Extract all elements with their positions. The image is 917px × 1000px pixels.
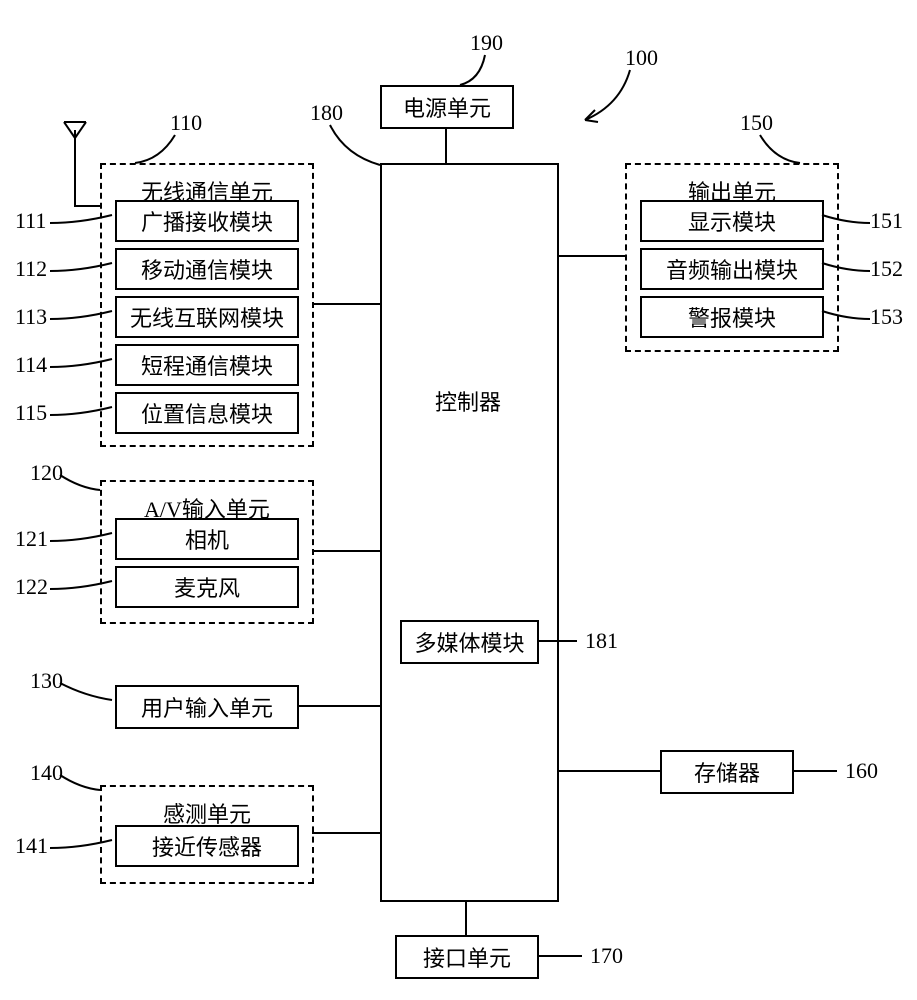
ref-151: 151: [870, 208, 903, 234]
line-wireless-controller: [312, 303, 380, 305]
leader-122: [50, 576, 115, 594]
alarm-module-label: 警报模块: [688, 301, 776, 333]
ref-170: 170: [590, 943, 623, 969]
leader-120: [60, 470, 105, 495]
line-controller-interface: [465, 900, 467, 935]
ref-100: 100: [625, 45, 658, 71]
ref-141: 141: [15, 833, 48, 859]
ref-160: 160: [845, 758, 878, 784]
line-userinput-controller: [297, 705, 380, 707]
antenna-line-h: [74, 205, 100, 207]
power-unit-box: 电源单元: [380, 85, 514, 129]
ref-115: 115: [15, 400, 47, 426]
leader-114: [50, 354, 115, 372]
user-input-label: 用户输入单元: [141, 691, 273, 723]
ref-152: 152: [870, 256, 903, 282]
line-controller-output: [557, 255, 625, 257]
ref-130: 130: [30, 668, 63, 694]
ref-140: 140: [30, 760, 63, 786]
leader-152: [822, 258, 872, 276]
audio-module-box: 音频输出模块: [640, 248, 824, 290]
interface-label: 接口单元: [423, 941, 511, 973]
multimedia-label: 多媒体模块: [414, 626, 524, 658]
leader-180: [330, 125, 385, 170]
ref-153: 153: [870, 304, 903, 330]
leader-111: [50, 210, 115, 228]
leader-150: [760, 135, 805, 170]
proximity-label: 接近传感器: [152, 830, 262, 862]
location-module-label: 位置信息模块: [141, 397, 273, 429]
leader-141: [50, 835, 115, 853]
display-module-box: 显示模块: [640, 200, 824, 242]
broadcast-module-label: 广播接收模块: [141, 205, 273, 237]
camera-box: 相机: [115, 518, 299, 560]
leader-113: [50, 306, 115, 324]
leader-115: [50, 402, 115, 420]
leader-160: [792, 770, 837, 772]
display-module-label: 显示模块: [688, 205, 776, 237]
location-module-box: 位置信息模块: [115, 392, 299, 434]
mobile-module-box: 移动通信模块: [115, 248, 299, 290]
leader-140: [60, 770, 105, 795]
camera-label: 相机: [185, 523, 229, 555]
leader-170: [537, 955, 582, 957]
ref-113: 113: [15, 304, 47, 330]
line-sensing-controller: [312, 832, 380, 834]
user-input-box: 用户输入单元: [115, 685, 299, 729]
ref-180: 180: [310, 100, 343, 126]
ref-110: 110: [170, 110, 202, 136]
ref-190: 190: [470, 30, 503, 56]
line-power-controller: [445, 127, 447, 163]
interface-box: 接口单元: [395, 935, 539, 979]
antenna-icon: [60, 120, 90, 165]
mobile-module-label: 移动通信模块: [141, 253, 273, 285]
audio-module-label: 音频输出模块: [666, 253, 798, 285]
memory-label: 存储器: [694, 756, 760, 788]
leader-110: [135, 135, 180, 170]
ref-114: 114: [15, 352, 47, 378]
ref-150: 150: [740, 110, 773, 136]
ref-181: 181: [585, 628, 618, 654]
leader-190: [460, 55, 495, 90]
leader-112: [50, 258, 115, 276]
ref-111: 111: [15, 208, 46, 234]
leader-130: [60, 678, 115, 703]
broadcast-module-box: 广播接收模块: [115, 200, 299, 242]
mic-label: 麦克风: [174, 571, 240, 603]
controller-box: [380, 163, 559, 902]
antenna-line: [74, 163, 76, 205]
ref-121: 121: [15, 526, 48, 552]
shortrange-module-box: 短程通信模块: [115, 344, 299, 386]
ref-112: 112: [15, 256, 47, 282]
shortrange-module-label: 短程通信模块: [141, 349, 273, 381]
line-controller-memory: [557, 770, 660, 772]
diagram-stage: 电源单元 190 100 控制器 180 多媒体模块 181 无线通信单元 11…: [0, 0, 917, 1000]
wifi-module-box: 无线互联网模块: [115, 296, 299, 338]
leader-153: [822, 306, 872, 324]
controller-label: 控制器: [435, 385, 501, 417]
memory-box: 存储器: [660, 750, 794, 794]
proximity-box: 接近传感器: [115, 825, 299, 867]
ref-120: 120: [30, 460, 63, 486]
power-unit-label: 电源单元: [403, 91, 491, 123]
leader-121: [50, 528, 115, 546]
leader-181: [537, 640, 577, 642]
wifi-module-label: 无线互联网模块: [130, 301, 284, 333]
multimedia-box: 多媒体模块: [400, 620, 539, 664]
alarm-module-box: 警报模块: [640, 296, 824, 338]
mic-box: 麦克风: [115, 566, 299, 608]
leader-151: [822, 210, 872, 228]
ref-122: 122: [15, 574, 48, 600]
line-av-controller: [312, 550, 380, 552]
arrow-100: [580, 70, 640, 130]
